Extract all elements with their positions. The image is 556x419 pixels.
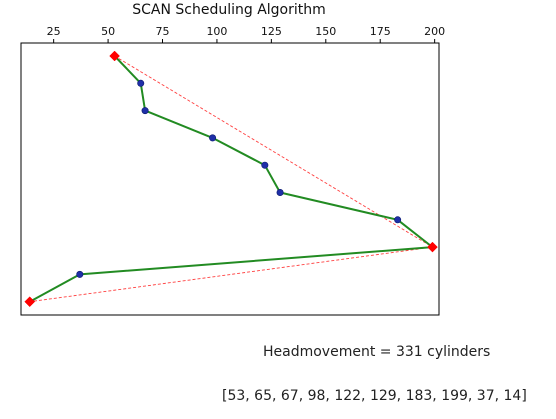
- x-tick-label: 25: [47, 25, 61, 38]
- headmovement-caption: Headmovement = 331 cylinders: [263, 344, 491, 360]
- request-sequence-caption: [53, 65, 67, 98, 122, 129, 183, 199, 37,…: [222, 388, 527, 404]
- head-position-point: [276, 189, 284, 197]
- head-path-markers: [76, 79, 402, 278]
- x-tick-label: 150: [315, 25, 336, 38]
- x-tick-label: 175: [370, 25, 391, 38]
- x-tick-label: 125: [261, 25, 282, 38]
- head-position-point: [209, 134, 217, 142]
- x-axis-ticks: 25 50 75 100 125 150 175 200: [47, 25, 445, 43]
- extreme-point-diamond: [427, 241, 438, 253]
- head-position-point: [261, 161, 269, 169]
- extreme-markers: [24, 50, 438, 308]
- x-tick-label: 200: [424, 25, 445, 38]
- scan-chart: SCAN Scheduling Algorithm 25 50 75 100 125 15…: [20, 2, 445, 316]
- head-position-point: [137, 79, 145, 87]
- extreme-point-diamond: [24, 296, 36, 308]
- extreme-point-diamond: [109, 50, 120, 62]
- x-tick-label: 75: [156, 25, 170, 38]
- extremes-guide-line: [29, 55, 434, 303]
- x-tick-label: 100: [206, 25, 227, 38]
- x-tick-label: 50: [101, 25, 115, 38]
- head-position-point: [76, 270, 84, 278]
- extremes-guide-series: [29, 55, 434, 303]
- head-path-line: [29, 55, 434, 303]
- plot-frame: [20, 42, 440, 316]
- head-position-point: [141, 107, 149, 115]
- head-path-series: [29, 55, 434, 303]
- head-position-point: [394, 216, 402, 224]
- chart-title: SCAN Scheduling Algorithm: [132, 2, 326, 18]
